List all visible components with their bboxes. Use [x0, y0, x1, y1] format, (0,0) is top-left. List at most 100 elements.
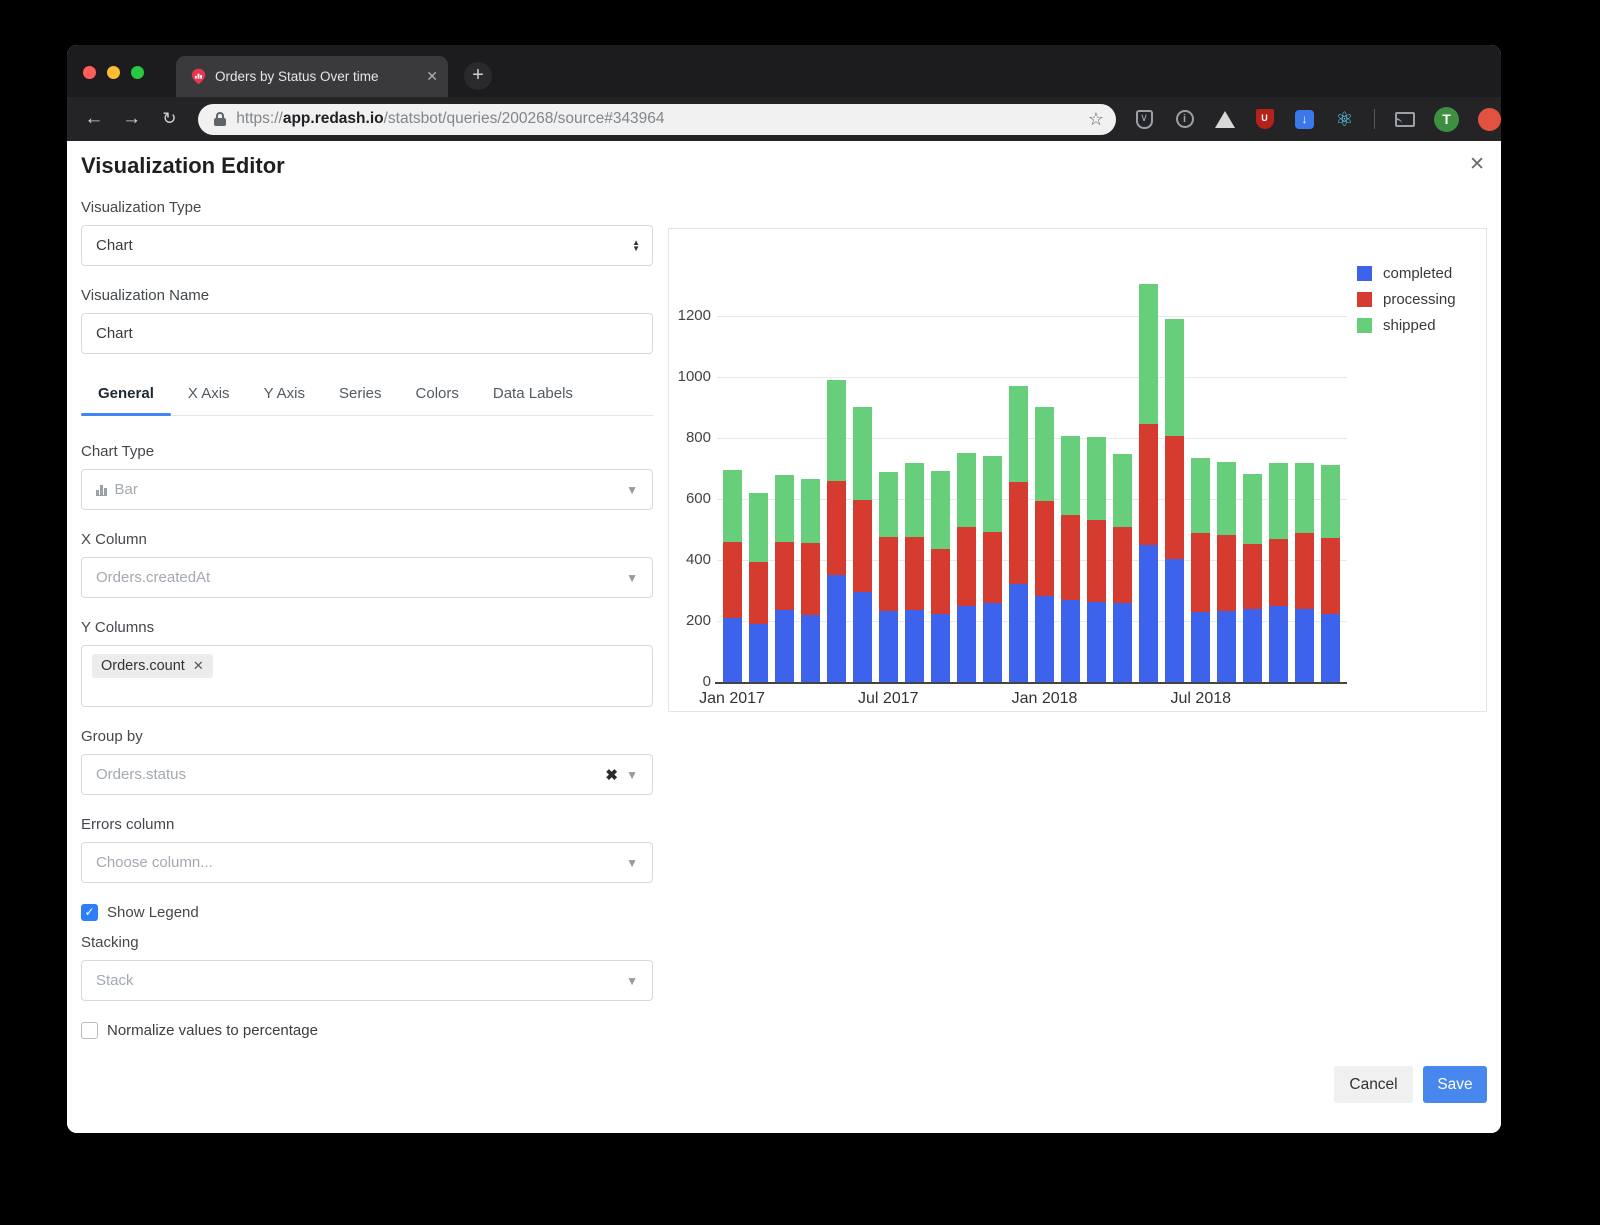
bar-segment-completed: [748, 624, 768, 682]
pocket-icon[interactable]: [1134, 109, 1155, 130]
legend-item-shipped[interactable]: shipped: [1357, 317, 1456, 334]
browser-update-icon[interactable]: [1478, 107, 1501, 131]
bar-segment-processing: [1295, 533, 1315, 610]
chip-remove-icon[interactable]: ✕: [192, 658, 204, 673]
bar-segment-completed: [1008, 583, 1028, 682]
bar-segment-processing: [1217, 534, 1237, 612]
legend-item-processing[interactable]: processing: [1357, 291, 1456, 308]
tab-close-icon[interactable]: ✕: [426, 68, 438, 84]
legend-item-completed[interactable]: completed: [1357, 265, 1456, 282]
errors-column-label: Errors column: [81, 816, 175, 833]
bar-segment-shipped: [1165, 319, 1185, 436]
bar-segment-processing: [1269, 538, 1289, 606]
chart-preview-panel: 0 200 400 600 800 1000 1200 Jan 2017 Jul 2017 Jan…: [668, 228, 1487, 712]
bar-segment-completed: [930, 614, 950, 682]
browser-tab[interactable]: Orders by Status Over time ✕: [176, 56, 448, 97]
bar-segment-shipped: [748, 492, 768, 562]
bar-segment-processing: [1035, 500, 1055, 596]
chart-legend: completed processing shipped: [1357, 265, 1456, 343]
legend-label: shipped: [1383, 317, 1436, 334]
bar-segment-shipped: [1113, 454, 1133, 528]
bar-segment-shipped: [1243, 474, 1263, 544]
bar-segment-completed: [1087, 602, 1107, 682]
tab-series[interactable]: Series: [338, 385, 382, 402]
clear-icon[interactable]: ✖: [605, 766, 618, 784]
y-columns-label: Y Columns: [81, 619, 155, 636]
bar-segment-processing: [800, 543, 820, 615]
bar-segment-completed: [852, 592, 872, 682]
bar-segment-completed: [1139, 545, 1159, 682]
bar-segment-completed: [1113, 602, 1133, 682]
bar-segment-shipped: [1321, 465, 1341, 539]
reload-icon[interactable]: ↻: [162, 109, 177, 128]
chevron-down-icon: ▼: [626, 855, 638, 870]
modal-title: Visualization Editor: [81, 153, 285, 178]
y-column-chip[interactable]: Orders.count ✕: [92, 654, 213, 678]
x-axis-tick-label: Jul 2017: [858, 690, 919, 707]
visualization-type-select[interactable]: Chart ▲ ▼: [81, 225, 653, 266]
modal-close-icon[interactable]: ✕: [1469, 154, 1485, 175]
stacking-value: Stack: [96, 972, 134, 989]
maximize-window-button[interactable]: [131, 66, 144, 79]
visualization-name-value: Chart: [96, 325, 133, 342]
stacked-bar: [1061, 436, 1081, 682]
cast-icon[interactable]: [1394, 109, 1415, 130]
stacked-bar: [1243, 474, 1263, 682]
ublock-icon[interactable]: U: [1254, 109, 1275, 130]
profile-avatar[interactable]: T: [1434, 106, 1460, 132]
bar-segment-completed: [1061, 599, 1081, 682]
plot-area: 0 200 400 600 800 1000 1200 Jan 2017 Jul 2017 Jan…: [669, 229, 1486, 711]
forward-icon[interactable]: →: [122, 108, 142, 129]
x-column-select[interactable]: Orders.createdAt ▼: [81, 557, 653, 598]
legend-swatch: [1357, 292, 1372, 307]
drive-icon[interactable]: [1214, 109, 1235, 130]
show-legend-label: Show Legend: [107, 904, 199, 921]
bar-segment-shipped: [774, 475, 794, 542]
address-bar[interactable]: https://app.redash.io/statsbot/queries/2…: [198, 103, 1117, 135]
bar-chart-icon: [96, 483, 107, 496]
save-button[interactable]: Save: [1423, 1066, 1487, 1103]
bar-segment-completed: [1243, 608, 1263, 682]
errors-column-select[interactable]: Choose column... ▼: [81, 842, 653, 883]
tab-x-axis[interactable]: X Axis: [187, 385, 230, 402]
stacked-bar: [722, 470, 742, 682]
bar-segment-completed: [982, 603, 1002, 682]
back-icon[interactable]: ←: [84, 108, 104, 129]
close-window-button[interactable]: [83, 66, 96, 79]
normalize-checkbox[interactable]: [81, 1022, 98, 1039]
download-extension-icon[interactable]: ↓: [1294, 109, 1315, 130]
tab-data-labels[interactable]: Data Labels: [492, 385, 573, 402]
group-by-select[interactable]: Orders.status ✖ ▼: [81, 754, 653, 795]
chevron-down-icon: ▼: [626, 767, 638, 782]
bar-segment-completed: [1217, 611, 1237, 682]
bar-segment-completed: [1165, 559, 1185, 682]
editor-tabs: General X Axis Y Axis Series Colors Data…: [81, 375, 653, 416]
url-text: https://app.redash.io/statsbot/queries/2…: [236, 110, 1080, 128]
chart-type-select[interactable]: Bar ▼: [81, 469, 653, 510]
show-legend-checkbox[interactable]: ✓: [81, 904, 98, 921]
url-scheme: https://: [236, 110, 283, 127]
legend-label: processing: [1383, 291, 1456, 308]
bar-segment-completed: [826, 575, 846, 682]
stacked-bar: [930, 470, 950, 682]
tab-y-axis[interactable]: Y Axis: [263, 385, 305, 402]
minimize-window-button[interactable]: [107, 66, 120, 79]
visualization-name-input[interactable]: Chart: [81, 313, 653, 354]
bar-segment-processing: [1243, 543, 1263, 609]
bookmark-star-icon[interactable]: ☆: [1087, 108, 1105, 129]
bar-segment-shipped: [930, 470, 950, 549]
gridline: [717, 438, 1347, 439]
tab-general[interactable]: General: [81, 375, 171, 416]
info-icon[interactable]: i: [1174, 109, 1195, 130]
y-columns-box[interactable]: Orders.count ✕: [81, 645, 653, 707]
browser-window: Orders by Status Over time ✕ + ← → ↻ htt…: [67, 45, 1501, 1133]
react-devtools-icon[interactable]: ⚛: [1335, 108, 1354, 131]
x-column-value: Orders.createdAt: [96, 569, 211, 586]
stacking-select[interactable]: Stack ▼: [81, 960, 653, 1001]
y-axis-tick-label: 400: [685, 551, 711, 568]
new-tab-button[interactable]: +: [464, 62, 492, 90]
cancel-button[interactable]: Cancel: [1334, 1066, 1413, 1103]
bars-container: [719, 229, 1344, 682]
stacked-bar: [956, 453, 976, 682]
tab-colors[interactable]: Colors: [415, 385, 459, 402]
